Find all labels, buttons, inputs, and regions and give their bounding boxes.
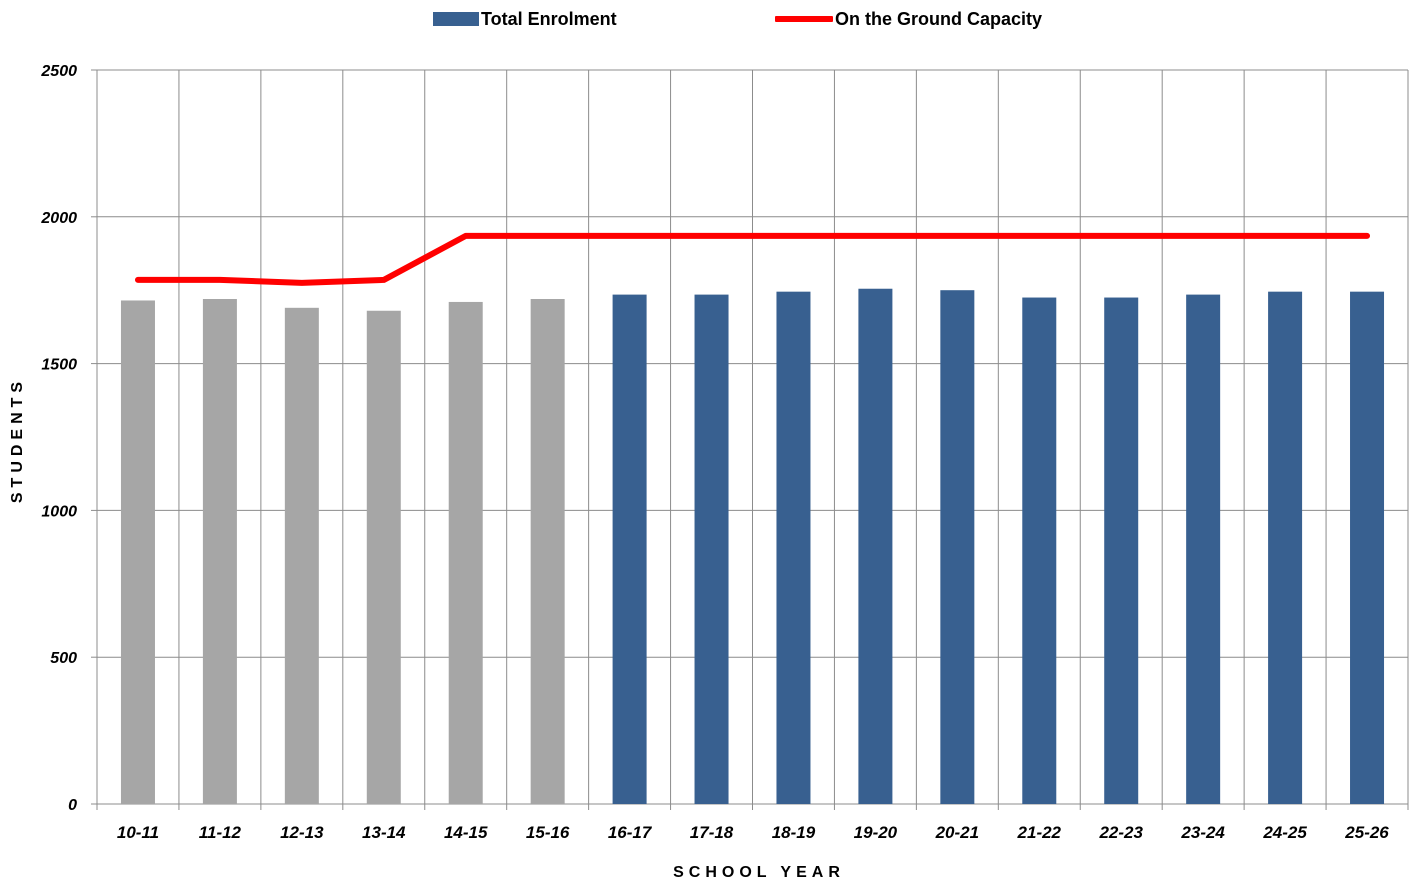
bar-historical: [530, 299, 565, 804]
y-tick-label: 0: [68, 797, 77, 814]
legend-swatch-bar: [433, 12, 479, 26]
x-tick-label: 23-24: [1180, 823, 1225, 842]
legend-label-total-enrolment: Total Enrolment: [481, 8, 617, 29]
capacity-line: [134, 232, 1371, 286]
bar-historical: [202, 299, 237, 804]
bar-projected: [1186, 294, 1221, 804]
bar-projected: [1350, 291, 1385, 805]
bar-projected: [858, 288, 893, 804]
x-tick-label: 16-17: [608, 823, 653, 842]
y-tick-label: 1000: [41, 503, 77, 520]
legend-swatch-line: [775, 16, 833, 22]
x-tick-label: 13-14: [362, 823, 406, 842]
bar-projected: [1104, 297, 1139, 804]
x-tick-label: 21-22: [1017, 823, 1062, 842]
x-tick-label: 11-12: [199, 823, 242, 842]
x-tick-label: 15-16: [526, 823, 570, 842]
x-axis-title: SCHOOL YEAR: [673, 864, 845, 881]
y-tick-label: 2500: [40, 63, 77, 80]
x-tick-label: 10-11: [117, 823, 159, 842]
legend-label-capacity: On the Ground Capacity: [835, 8, 1043, 29]
legend-item-capacity: On the Ground Capacity: [775, 6, 1042, 32]
x-tick-label: 24-25: [1262, 823, 1307, 842]
bar-projected: [776, 291, 811, 805]
legend: Total Enrolment On the Ground Capacity: [0, 6, 1418, 32]
y-tick-label: 2000: [40, 210, 77, 227]
x-tick-label: 20-21: [935, 823, 979, 842]
bar-projected: [694, 294, 729, 804]
bar-projected: [612, 294, 647, 804]
legend-item-total-enrolment: Total Enrolment: [433, 6, 617, 32]
y-tick-label: 1500: [41, 357, 77, 374]
bar-projected: [1022, 297, 1057, 804]
x-tick-label: 19-20: [854, 823, 898, 842]
x-tick-label: 22-23: [1098, 823, 1143, 842]
x-tick-label: 12-13: [280, 823, 324, 842]
x-tick-label: 14-15: [444, 823, 488, 842]
bar-historical: [120, 300, 155, 804]
bar-historical: [448, 301, 483, 804]
x-tick-label: 17-18: [690, 823, 734, 842]
y-tick-label: 500: [50, 650, 77, 667]
x-tick-label: 18-19: [772, 823, 816, 842]
bar-historical: [366, 310, 401, 804]
bar-projected: [1268, 291, 1303, 805]
x-tick-label: 25-26: [1344, 823, 1389, 842]
bar-projected: [940, 290, 975, 804]
bar-historical: [284, 307, 319, 804]
